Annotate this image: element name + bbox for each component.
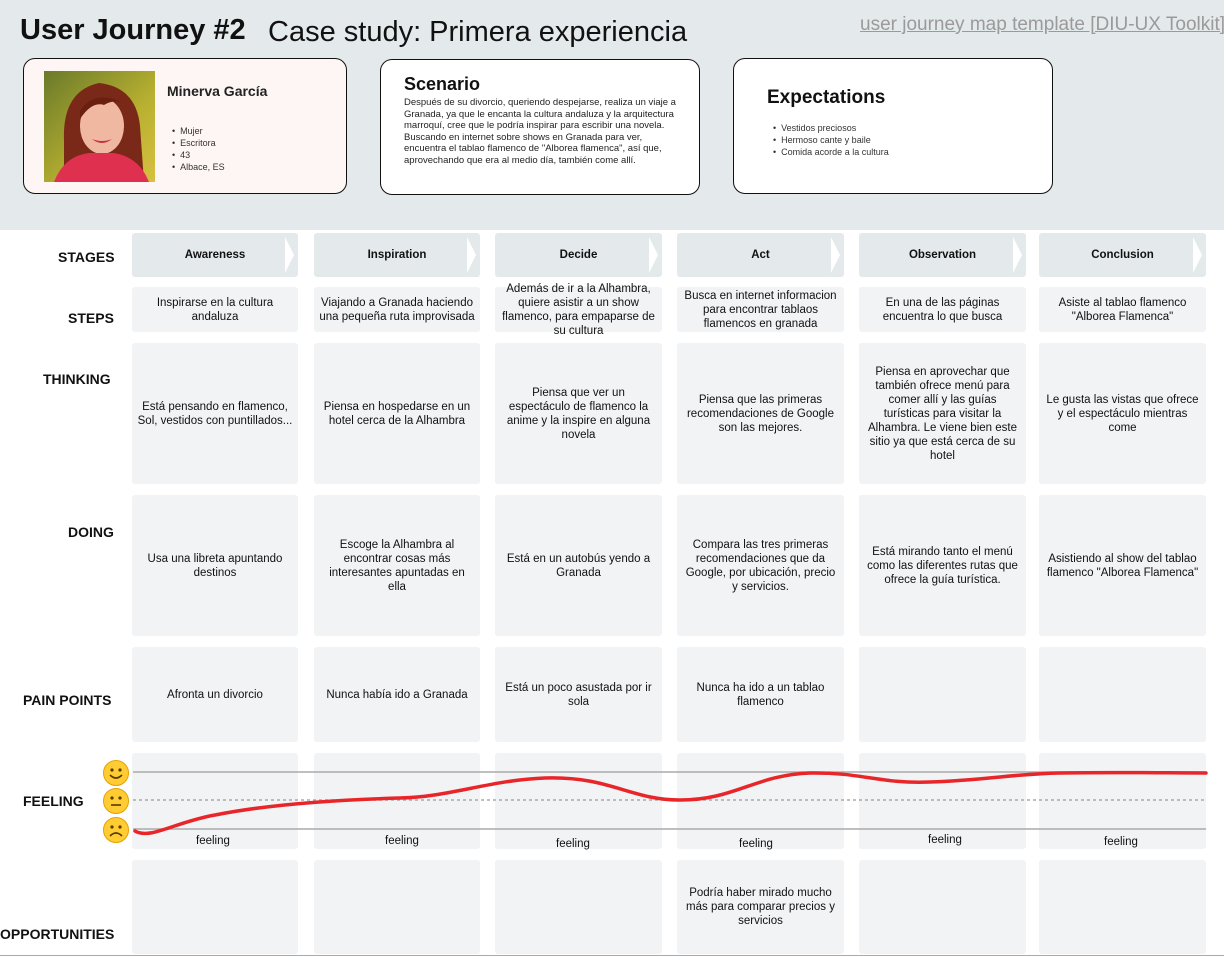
step-cell: Además de ir a la Alhambra, quiere asist… xyxy=(495,283,662,337)
row-label-steps: STEPS xyxy=(68,310,114,326)
row-label-thinking: THINKING xyxy=(43,371,111,387)
persona-name: Minerva García xyxy=(167,83,268,99)
thinking-cell: Le gusta las vistas que ofrece y el espe… xyxy=(1039,343,1206,484)
scenario-title: Scenario xyxy=(404,74,481,94)
template-link[interactable]: user journey map template [DIU-UX Toolki… xyxy=(860,14,1224,35)
doing-cell: Está en un autobús yendo a Granada xyxy=(495,495,662,636)
step-cell: Viajando a Granada haciendo una pequeña … xyxy=(314,287,480,332)
stage-label: Inspiration xyxy=(367,249,427,261)
doing-cell: Compara las tres primeras recomendacione… xyxy=(677,495,844,636)
persona-attribute: Escritora xyxy=(172,137,225,149)
stage-label: Conclusion xyxy=(1091,249,1154,261)
stage-label: Decide xyxy=(559,249,598,261)
persona-attribute: 43 xyxy=(172,149,225,161)
chevron-right-icon xyxy=(649,237,658,273)
doing-cell: Asistiendo al show del tablao flamenco "… xyxy=(1039,495,1206,636)
scenario-card: Scenario Después de su divorcio, querien… xyxy=(380,59,700,195)
chevron-right-icon xyxy=(1013,237,1022,273)
opportunity-cell xyxy=(314,860,480,954)
page-subtitle: Case study: Primera experiencia xyxy=(268,16,688,48)
feeling-label: feeling xyxy=(196,835,230,847)
chevron-right-icon xyxy=(1193,237,1202,273)
thinking-cell: Piensa en aprovechar que también ofrece … xyxy=(859,343,1026,484)
feeling-chart xyxy=(133,770,1208,836)
pain-point-cell xyxy=(1039,647,1206,742)
pain-point-cell: Nunca había ido a Granada xyxy=(314,647,480,742)
stage-2: Inspiration xyxy=(314,233,480,277)
expectation-item: Vestidos preciosos xyxy=(773,122,889,134)
expectation-item: Comida acorde a la cultura xyxy=(773,146,889,158)
page-title: User Journey #2 xyxy=(20,14,246,46)
chevron-right-icon xyxy=(467,237,476,273)
feeling-cell xyxy=(495,753,662,849)
neutral-face-icon xyxy=(103,788,129,814)
stage-4: Act xyxy=(677,233,844,277)
feeling-label: feeling xyxy=(928,834,962,846)
pain-point-cell xyxy=(859,647,1026,742)
row-label-feeling: FEELING xyxy=(23,793,84,809)
thinking-cell: Piensa que las primeras recomendaciones … xyxy=(677,343,844,484)
stage-6: Conclusion xyxy=(1039,233,1206,277)
opportunity-cell xyxy=(1039,860,1206,954)
thinking-cell: Piensa en hospedarse en un hotel cerca d… xyxy=(314,343,480,484)
stage-5: Observation xyxy=(859,233,1026,277)
doing-cell: Escoge la Alhambra al encontrar cosas má… xyxy=(314,495,480,636)
expectations-card: Expectations Vestidos preciosos Hermoso … xyxy=(733,58,1053,194)
persona-attribute: Mujer xyxy=(172,125,225,137)
stage-label: Act xyxy=(751,249,770,261)
feeling-label: feeling xyxy=(1104,836,1138,848)
scenario-text: Después de su divorcio, queriendo despej… xyxy=(404,97,676,166)
feeling-label: feeling xyxy=(739,838,773,850)
persona-card: Minerva García Mujer Escritora 43 Albace… xyxy=(23,58,347,194)
feeling-cell xyxy=(132,753,298,849)
step-cell: En una de las páginas encuentra lo que b… xyxy=(859,287,1026,332)
feeling-cell xyxy=(1039,753,1206,849)
expectation-item: Hermoso cante y baile xyxy=(773,134,889,146)
stage-1: Awareness xyxy=(132,233,298,277)
feeling-label: feeling xyxy=(556,838,590,850)
avatar xyxy=(44,71,155,182)
bottom-divider xyxy=(0,955,1224,956)
persona-attribute: Albace, ES xyxy=(172,161,225,173)
thinking-cell: Piensa que ver un espectáculo de flamenc… xyxy=(495,343,662,484)
thinking-cell: Está pensando en flamenco, Sol, vestidos… xyxy=(132,343,298,484)
row-label-pain-points: PAIN POINTS xyxy=(23,692,112,708)
opportunity-cell: Podría haber mirado mucho más para compa… xyxy=(677,860,844,954)
doing-cell: Usa una libreta apuntando destinos xyxy=(132,495,298,636)
opportunity-cell xyxy=(495,860,662,954)
pain-point-cell: Nunca ha ido a un tablao flamenco xyxy=(677,647,844,742)
step-cell: Inspirarse en la cultura andaluza xyxy=(132,287,298,332)
row-label-stages: STAGES xyxy=(58,249,115,265)
persona-attributes: Mujer Escritora 43 Albace, ES xyxy=(159,125,225,173)
chevron-right-icon xyxy=(831,237,840,273)
opportunity-cell xyxy=(132,860,298,954)
pain-point-cell: Afronta un divorcio xyxy=(132,647,298,742)
opportunity-cell xyxy=(859,860,1026,954)
chevron-right-icon xyxy=(285,237,294,273)
feeling-cell xyxy=(859,753,1026,849)
expectations-title: Expectations xyxy=(767,87,886,108)
stage-label: Observation xyxy=(908,249,977,261)
row-label-doing: DOING xyxy=(68,524,114,540)
feeling-cell xyxy=(677,753,844,849)
expectations-list: Vestidos preciosos Hermoso cante y baile… xyxy=(760,122,889,158)
stage-label: Awareness xyxy=(184,249,246,261)
sad-face-icon xyxy=(103,817,129,843)
pain-point-cell: Está un poco asustada por ir sola xyxy=(495,647,662,742)
stage-3: Decide xyxy=(495,233,662,277)
feeling-label: feeling xyxy=(385,835,419,847)
feeling-curve xyxy=(133,770,1208,836)
doing-cell: Está mirando tanto el menú como las dife… xyxy=(859,495,1026,636)
step-cell: Asiste al tablao flamenco "Alborea Flame… xyxy=(1039,287,1206,332)
step-cell: Busca en internet informacion para encon… xyxy=(677,287,844,332)
row-label-opportunities: OPPORTUNITIES xyxy=(0,926,115,942)
happy-face-icon xyxy=(103,760,129,786)
